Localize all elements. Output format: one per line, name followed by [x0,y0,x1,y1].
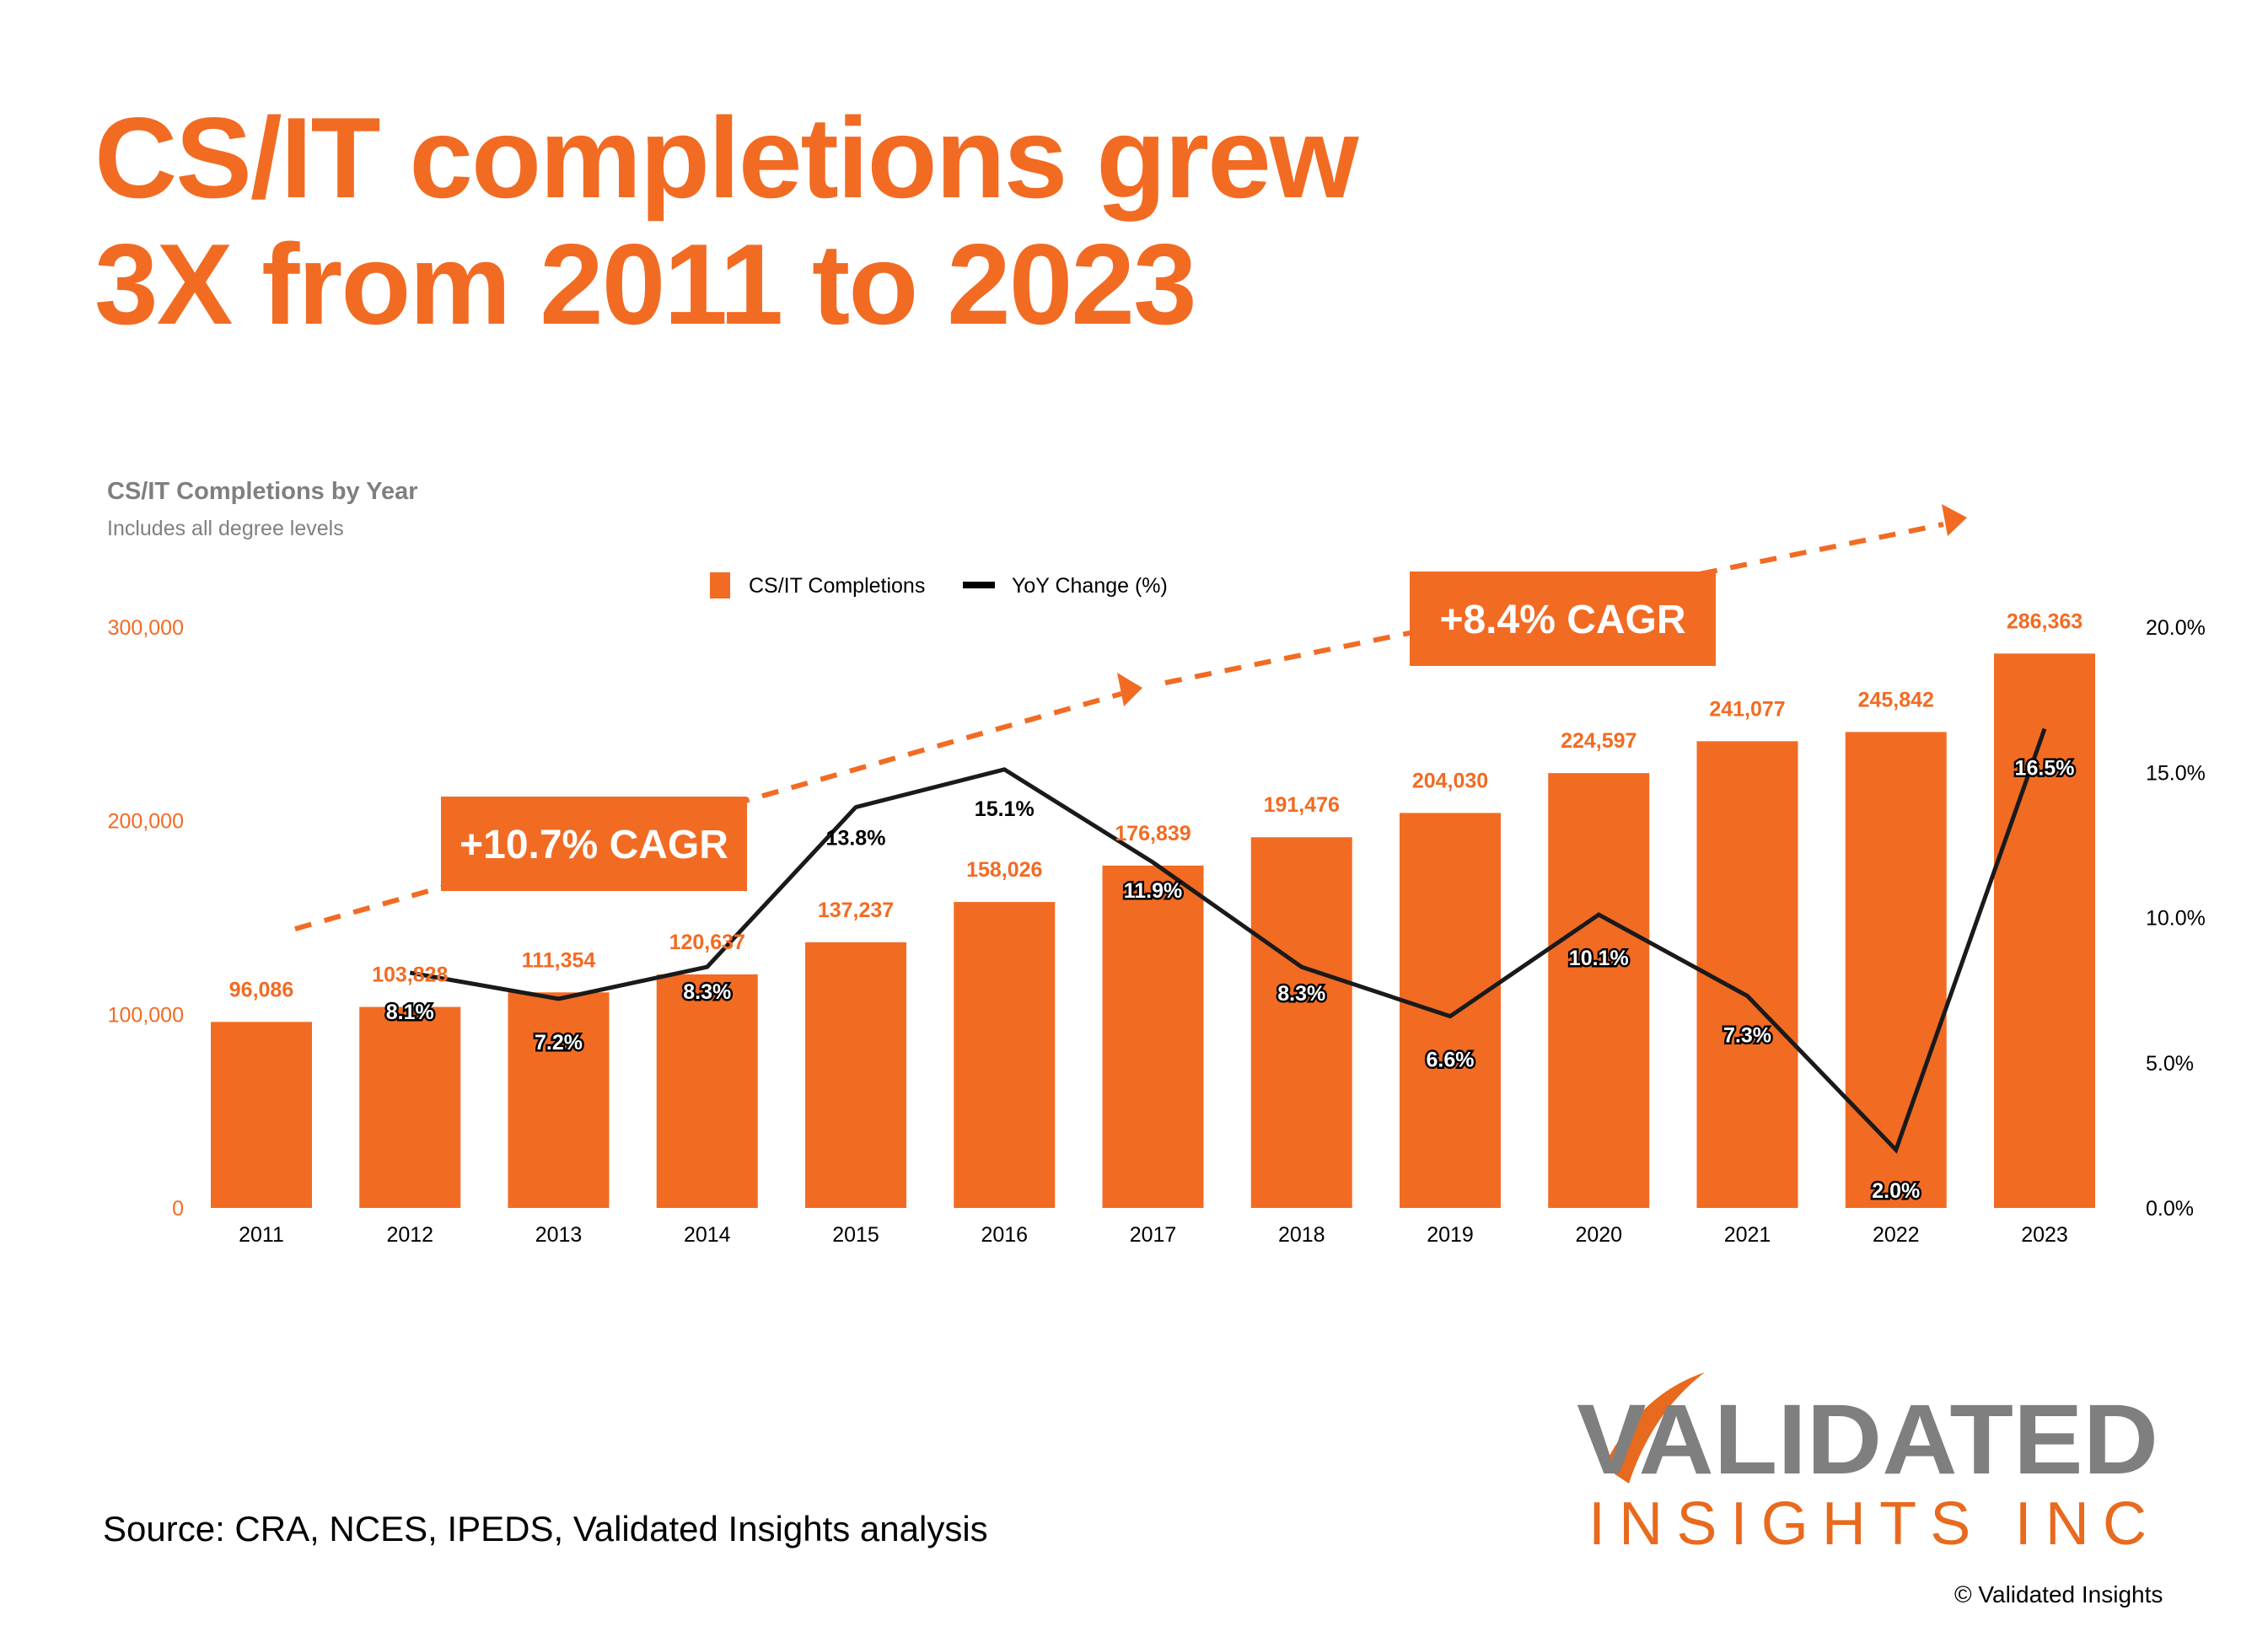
cagr-arrowhead-1-icon [1117,673,1142,706]
cagr-box [1410,572,1716,666]
bar-value-label: 120,637 [669,931,745,954]
x-tick-label: 2016 [981,1223,1028,1247]
y-left-tick-label: 0 [172,1197,184,1221]
yoy-value-label: 11.9% [1124,879,1183,903]
y-left-tick-label: 300,000 [108,616,184,640]
y-right-tick-label: 20.0% [2146,616,2206,640]
labels-layer: 96,086 103,828 111,354 120,637 137,237 158,02… [229,609,2083,1205]
bar-value-label: 224,597 [1561,729,1637,753]
cagr-label: +8.4% CAGR [1439,598,1685,642]
bar-value-label: 245,842 [1858,688,1934,711]
yoy-value-label: 7.3% [1723,1024,1771,1048]
bar-value-label: 96,086 [229,978,293,1001]
copyright: © Validated Insights [1954,1581,2163,1607]
yoy-value-label: 2.0% [1872,1179,1920,1203]
headline-line-2: 3X from 2011 to 2023 [94,220,1197,348]
bar-2018 [1250,837,1352,1208]
cagr-label: +10.7% CAGR [460,823,728,867]
x-tick-label: 2023 [2021,1223,2068,1247]
x-tick-label: 2020 [1575,1223,1622,1247]
bar-value-label: 158,026 [966,858,1042,882]
bar-2013 [508,992,610,1208]
bar-2016 [954,902,1056,1208]
headline: CS/IT completions grew 3X from 2011 to 2… [94,94,1359,348]
bar-2012 [359,1006,461,1208]
bar-value-label: 103,828 [372,963,448,987]
chart-title: CS/IT Completions by Year [107,478,418,505]
yoy-value-label: 6.6% [1427,1049,1475,1072]
bar-value-label: 191,476 [1264,793,1340,817]
y-left-tick-label: 200,000 [108,810,184,834]
x-tick-label: 2017 [1130,1223,1177,1247]
yoy-value-label: 15.1% [975,797,1035,821]
yoy-value-label: 7.2% [535,1031,583,1055]
bar-2021 [1696,741,1798,1208]
y-right-tick-label: 15.0% [2146,761,2206,785]
axes-layer: 2011 2012 2013 2014 2015 2016 2017 2018 2019 2020… [108,616,2206,1247]
y-right-tick-label: 5.0% [2146,1052,2194,1076]
x-tick-label: 2019 [1427,1223,1474,1247]
bar-2011 [211,1022,312,1208]
yoy-value-label: 13.8% [826,827,886,851]
chart-subtitle: Includes all degree levels [107,517,344,540]
x-tick-label: 2013 [535,1223,583,1247]
bar-2020 [1548,773,1650,1208]
logo-wordmark: VALIDATED [1577,1384,2158,1495]
x-tick-label: 2015 [832,1223,879,1247]
y-right-tick-label: 0.0% [2146,1197,2194,1221]
x-tick-label: 2022 [1873,1223,1920,1247]
yoy-value-label: 8.3% [683,980,731,1004]
headline-line-1: CS/IT completions grew [94,94,1359,222]
logo-subtitle: INSIGHTS INC [1588,1490,2147,1558]
x-tick-label: 2014 [684,1223,731,1247]
legend-label-yoy: YoY Change (%) [1012,574,1168,598]
yoy-value-label: 16.5% [2015,757,2075,781]
bar-2023 [1994,653,2095,1208]
source-note: Source: CRA, NCES, IPEDS, Validated Insi… [103,1509,988,1548]
yoy-value-label: 8.1% [386,1001,434,1024]
yoy-line-layer [409,727,2047,1154]
bar-2015 [805,942,906,1208]
bar-value-label: 204,030 [1412,769,1488,792]
cagr-arrowhead-2-icon [1942,504,1967,536]
legend-label-completions: CS/IT Completions [749,574,925,598]
x-tick-label: 2021 [1724,1223,1771,1247]
bar-2022 [1845,732,1947,1208]
bar-2014 [656,974,758,1208]
bars-layer [211,653,2095,1208]
bar-value-label: 241,077 [1709,697,1785,721]
x-tick-label: 2018 [1278,1223,1325,1247]
x-tick-label: 2012 [386,1223,433,1247]
company-logo: VALIDATED INSIGHTS INC [1577,1372,2158,1558]
y-left-tick-label: 100,000 [108,1003,184,1027]
legend-swatch-bar-icon [710,572,730,598]
yoy-line [409,727,2047,1154]
yoy-value-label: 8.3% [1277,982,1325,1006]
bar-value-label: 137,237 [818,899,894,922]
cagr-box [441,797,747,891]
legend: CS/IT Completions YoY Change (%) [710,572,1168,598]
cagr-trend-layer: +10.7% CAGR +8.4% CAGR [294,504,1967,931]
legend-swatch-line-icon [963,582,995,588]
bar-value-label: 176,839 [1115,822,1190,845]
y-right-tick-label: 10.0% [2146,907,2206,931]
bar-value-label: 111,354 [522,948,596,972]
yoy-value-label: 10.1% [1569,947,1629,970]
logo-swoosh-icon [1604,1372,1705,1484]
bar-value-label: 286,363 [2007,609,2083,633]
x-tick-label: 2011 [239,1223,284,1247]
bar-2019 [1400,813,1501,1208]
bar-2017 [1102,865,1204,1208]
